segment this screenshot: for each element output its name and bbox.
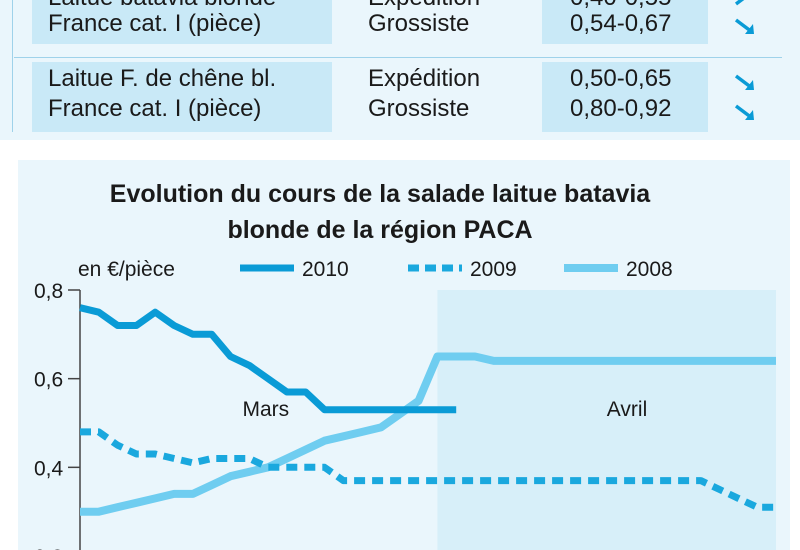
product-cell [32,62,332,132]
y-tick-label: 0,8 [34,280,63,303]
price-cell [542,0,708,44]
price-range: 0,50-0,65 [570,65,672,92]
stage-label: Expédition [368,0,480,12]
chart-legend: 2010 2009 2008 [240,258,673,281]
chart-panel: Evolution du cours de la salade laitue b… [18,160,790,550]
price-range: 0,54-0,67 [570,10,672,37]
chart-title-line-1: Evolution du cours de la salade laitue b… [110,180,652,208]
row-divider [14,57,782,58]
table-left-rule [12,0,13,132]
product-category: France cat. I (pièce) [48,95,262,122]
legend-label-2008: 2008 [626,258,673,281]
trend-down-icon [734,74,754,90]
product-category: France cat. I (pièce) [48,10,262,37]
price-chart: Evolution du cours de la salade laitue b… [34,180,776,550]
unit-label: en €/pièce [78,258,175,281]
y-tick-label: 0,4 [34,457,64,480]
series-line-2010 [79,304,457,414]
price-range: 0,40-0,55 [570,0,671,12]
price-range: 0,80-0,92 [570,95,672,122]
chart-title-line-2: blonde de la région PACA [227,216,532,244]
trend-up-icon [734,0,745,6]
legend-label-2009: 2009 [470,258,517,281]
product-name: Laitue batavia blonde [48,0,276,12]
y-tick-label: 0,6 [34,369,63,392]
series-line-2009 [80,428,776,511]
period-band-avril [437,290,776,550]
price-table: Laitue batavia blonde France cat. I (piè… [0,0,800,140]
product-name: Laitue F. de chêne bl. [48,65,277,92]
legend-label-2010: 2010 [302,258,349,281]
table-row-batavia: Laitue batavia blonde France cat. I (piè… [14,0,782,44]
plot-area: 0,2 0,4 0,6 0,8 Mars Avril [34,280,776,550]
price-cell [542,62,708,132]
period-label-avril: Avril [607,398,647,421]
y-tick-label: 0,2 [34,546,63,550]
period-label-mars: Mars [243,398,290,421]
table-row-chene: Laitue F. de chêne bl. France cat. I (pi… [14,62,782,132]
trend-down-icon [734,18,754,34]
stage-label: Grossiste [368,95,470,122]
stage-label: Expédition [368,65,481,92]
stage-label: Grossiste [368,10,470,37]
product-cell [32,0,332,44]
trend-down-icon [734,104,754,120]
series-line-2008 [80,352,776,516]
